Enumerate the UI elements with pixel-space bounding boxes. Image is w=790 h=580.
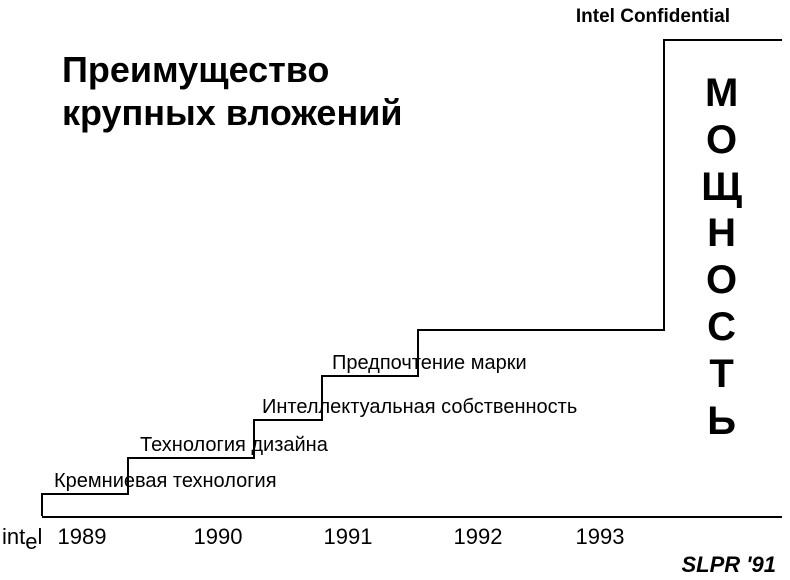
chart-canvas: Intel Confidential Преимущество крупных … bbox=[0, 0, 790, 580]
x-tick-label: 1993 bbox=[576, 524, 625, 550]
x-tick-label: 1989 bbox=[58, 524, 107, 550]
x-tick-label: 1990 bbox=[194, 524, 243, 550]
x-tick-label: 1991 bbox=[324, 524, 373, 550]
intel-logo: intel bbox=[2, 524, 42, 550]
step-label: Предпочтение марки bbox=[332, 352, 527, 375]
step-label: Технология дизайна bbox=[140, 434, 328, 457]
step-label: Интеллектуальная собственность bbox=[262, 396, 577, 419]
footer-code: SLPR '91 bbox=[682, 552, 777, 578]
step-line-chart bbox=[0, 0, 790, 580]
logo-char: e bbox=[25, 529, 37, 554]
step-label: Кремниевая технология bbox=[54, 470, 277, 493]
logo-char: n bbox=[7, 524, 19, 549]
x-axis-line bbox=[42, 516, 782, 518]
x-tick-label: 1992 bbox=[454, 524, 503, 550]
logo-char: l bbox=[38, 524, 43, 549]
